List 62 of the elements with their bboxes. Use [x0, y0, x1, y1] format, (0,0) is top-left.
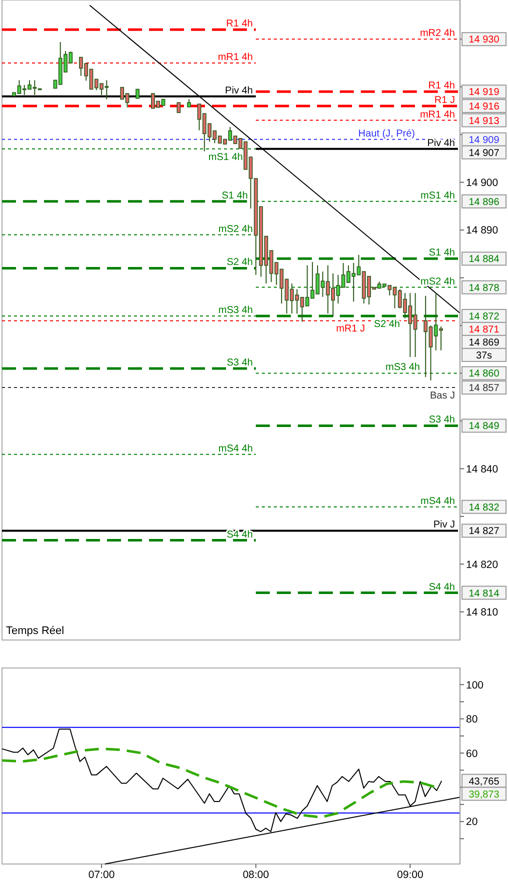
text: 14 869	[468, 337, 500, 348]
y-tick-label: 14 900	[466, 176, 498, 189]
data-label: 14 827	[468, 526, 500, 538]
series-label: S4 4h	[226, 529, 253, 540]
series-label: Piv 4h	[225, 85, 253, 96]
y-tick-label: 80	[466, 714, 478, 726]
x-tick-label: 08:00	[242, 869, 270, 881]
data-label: 14 916	[468, 101, 500, 112]
series-label: S3 4h	[428, 414, 455, 426]
series-label: R1 4h	[428, 80, 455, 92]
y-tick-label: 14 820	[466, 558, 498, 571]
series-label: S1 4h	[222, 190, 248, 202]
data-label: 14 872	[468, 311, 500, 322]
series-label: S2 4h	[226, 257, 253, 268]
data-label: 14 909	[468, 134, 500, 146]
series-label: mR1 4h	[218, 52, 253, 63]
data-label: 14 919	[468, 87, 500, 98]
annotation: Temps Réel	[6, 625, 64, 637]
data-label: 14 930	[468, 34, 500, 46]
data-label: 14 857	[468, 383, 500, 394]
data-label: 14 849	[468, 421, 500, 432]
series-label: S4 4h	[428, 582, 455, 593]
series-label: S1 4h	[428, 248, 455, 259]
series-label: S2 4h	[374, 318, 400, 330]
series-label: Piv 4h	[427, 138, 455, 149]
series-label: mS2 4h	[218, 224, 253, 235]
data-label: 14 896	[468, 196, 500, 208]
text: 39,873	[468, 789, 500, 800]
series-label: Bas J	[430, 390, 455, 402]
x-tick-label: 07:00	[88, 869, 115, 881]
data-label: 14 913	[468, 116, 500, 127]
y-tick-label: 100	[466, 679, 484, 692]
series-label: mS4 4h	[218, 443, 253, 454]
data-label: 14 878	[468, 282, 500, 294]
series-label: mS4 4h	[420, 496, 455, 507]
series-label: mS3 4h	[386, 362, 420, 374]
series-label: mS2 4h	[420, 276, 455, 288]
series-label: Piv J	[433, 520, 455, 531]
y-tick-label: 14 890	[466, 224, 498, 237]
series-label: mR1 4h	[420, 109, 455, 120]
text: 43,765	[468, 776, 500, 788]
series-label: R1 J	[434, 94, 455, 106]
data-label: 14 832	[468, 502, 500, 514]
text: 37s	[476, 350, 492, 362]
series-label: S3 4h	[226, 357, 253, 368]
y-tick-label: 14 810	[466, 606, 498, 619]
series-label: mR1 J	[336, 324, 365, 335]
data-label: 14 860	[468, 368, 500, 380]
series-label: mS3 4h	[218, 304, 253, 316]
data-label: 14 814	[468, 588, 500, 600]
series-label: mR2 4h	[420, 28, 455, 40]
data-label: 14 907	[468, 148, 500, 159]
data-label: 14 884	[468, 254, 500, 266]
series-label: mS1 4h	[420, 190, 455, 202]
x-tick-label: 09:00	[397, 869, 424, 881]
y-tick-label: 60	[466, 748, 478, 760]
series-label: Haut (J, Pré)	[358, 128, 415, 140]
y-tick-label: 14 840	[466, 463, 498, 476]
series-label: mS1 4h	[208, 152, 243, 163]
series-label: R1 4h	[226, 18, 253, 30]
y-tick-label: 20	[466, 816, 478, 828]
data-label: 14 871	[468, 324, 500, 336]
